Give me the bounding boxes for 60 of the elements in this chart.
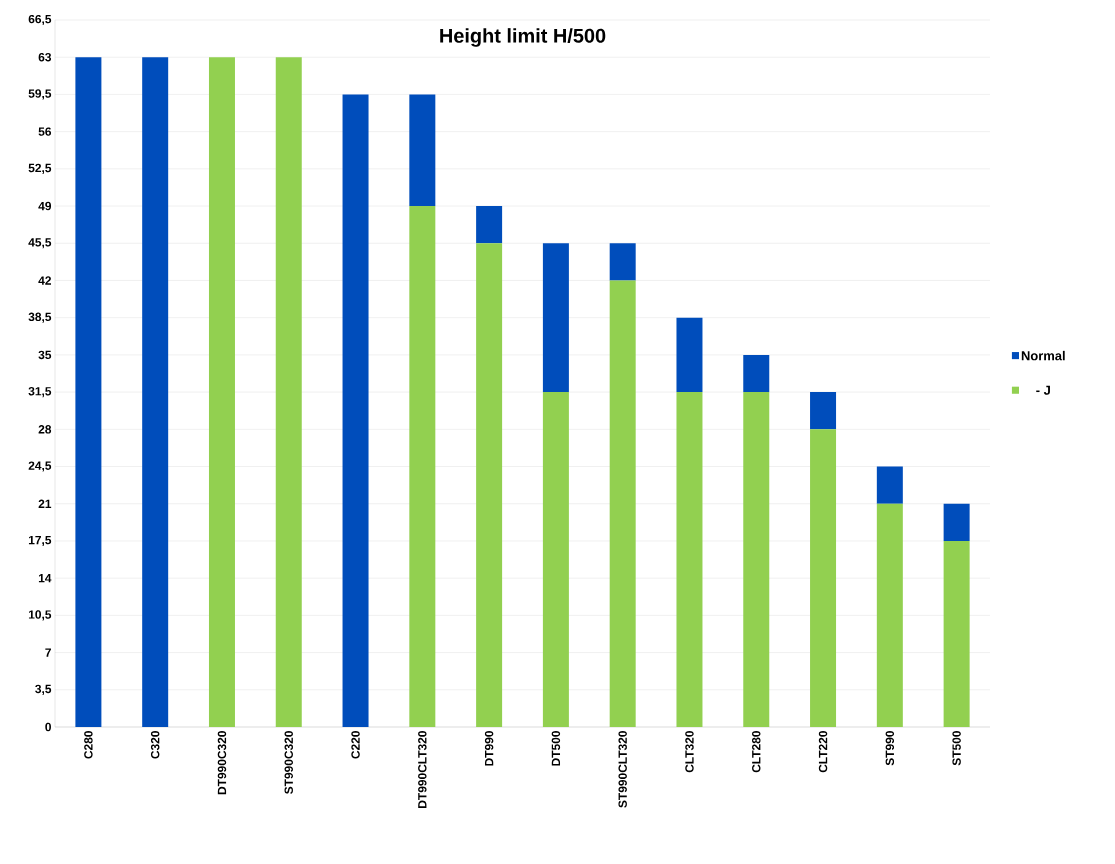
x-tick-label: CLT220 <box>818 731 828 773</box>
y-tick-label: 42 <box>38 276 51 285</box>
y-tick-label: 17,5 <box>28 535 52 546</box>
x-tick-label: DT990 <box>484 731 494 766</box>
legend-label: Normal <box>1021 350 1065 361</box>
bar <box>75 57 102 727</box>
x-tick-label: C320 <box>150 731 160 759</box>
bar <box>476 206 503 244</box>
x-tick-label: DT500 <box>551 731 561 766</box>
y-tick-label: 24,5 <box>28 461 52 472</box>
bar <box>142 57 169 727</box>
x-tick-label: C280 <box>84 731 93 759</box>
bar <box>943 503 970 541</box>
legend-label: - J <box>1036 385 1050 395</box>
y-tick-label: 14 <box>38 574 52 583</box>
bar <box>542 392 569 727</box>
y-tick-label: 66,5 <box>28 14 52 26</box>
bar <box>810 392 837 430</box>
bar <box>943 540 970 727</box>
y-tick-label: 45,5 <box>28 238 52 249</box>
y-tick-label: 21 <box>38 499 52 508</box>
bar <box>275 57 302 727</box>
bar <box>876 503 903 727</box>
x-tick-label: CLT280 <box>752 731 761 773</box>
chart-title: Height limit H/500 <box>440 28 606 47</box>
y-tick-label: 28 <box>38 425 52 434</box>
x-tick-label: DT990CLT320 <box>418 731 427 808</box>
bar <box>743 354 770 393</box>
y-tick-label: 10,5 <box>28 610 52 621</box>
y-tick-label: 35 <box>38 350 52 360</box>
y-tick-label: 3,5 <box>35 684 52 695</box>
bar <box>208 57 235 727</box>
x-tick-label: CLT320 <box>685 731 694 773</box>
bar <box>876 466 903 504</box>
bar <box>542 243 569 393</box>
x-tick-label: ST990 <box>885 731 895 766</box>
bar <box>409 206 436 727</box>
bar <box>609 243 636 281</box>
x-tick-label: C220 <box>351 731 360 759</box>
y-tick-label: 49 <box>38 201 52 211</box>
y-tick-label: 63 <box>38 52 52 62</box>
bar <box>609 280 636 727</box>
bar <box>342 94 369 727</box>
y-tick-label: 38,5 <box>28 312 52 323</box>
bar <box>476 243 503 727</box>
bar <box>409 94 436 207</box>
bar <box>676 392 703 727</box>
y-tick-label: 0 <box>45 722 51 732</box>
y-tick-label: 56 <box>38 127 52 136</box>
x-tick-label: ST990C320 <box>284 731 293 794</box>
bar <box>810 429 837 727</box>
x-tick-label: ST500 <box>952 731 961 766</box>
y-tick-label: 52,5 <box>28 163 52 174</box>
y-tick-label: 31,5 <box>28 387 52 398</box>
bar <box>743 392 770 727</box>
y-tick-label: 7 <box>45 648 51 657</box>
bar <box>676 317 703 393</box>
x-tick-label: DT990C320 <box>217 731 227 795</box>
x-tick-label: ST990CLT320 <box>618 731 627 808</box>
y-tick-label: 59,5 <box>28 89 52 100</box>
